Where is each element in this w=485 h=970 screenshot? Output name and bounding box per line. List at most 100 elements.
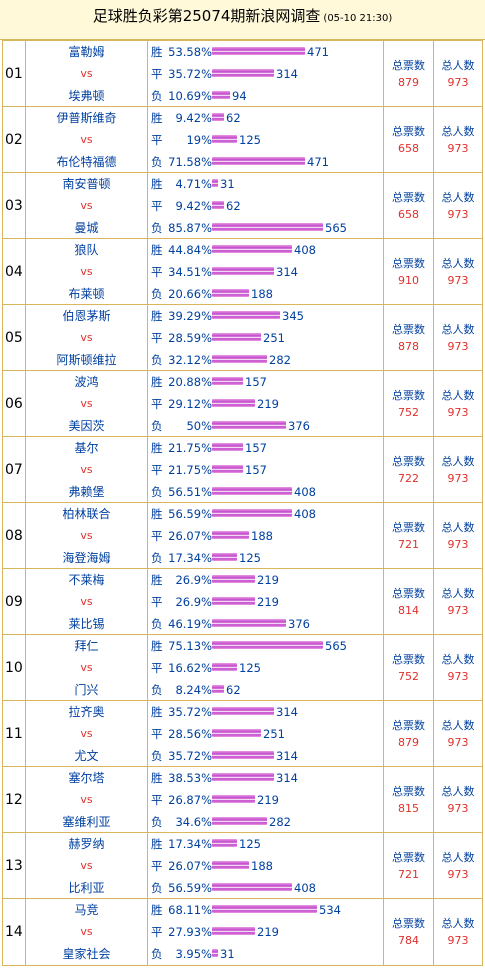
total-votes-label: 总票数 xyxy=(392,850,425,864)
vote-distribution: 胜 44.84% 408 平 34.51% 314 负 20.66% 188 xyxy=(148,239,384,304)
odds-line-lose: 负 56.51% 408 xyxy=(148,481,383,503)
vote-count: 157 xyxy=(245,375,267,389)
match-row: 02 伊普斯维奇 vs 布伦特福德 胜 9.42% 62 平 19% 125 负 71.58% 471 总… xyxy=(3,107,482,173)
vote-bar xyxy=(212,641,323,649)
total-votes-value: 784 xyxy=(398,934,419,947)
odds-percent: 39.29% xyxy=(168,309,212,323)
odds-label: 平 xyxy=(151,793,163,807)
vote-count: 408 xyxy=(294,485,316,499)
match-number: 14 xyxy=(3,899,26,965)
match-number: 08 xyxy=(3,503,26,568)
total-votes-value: 815 xyxy=(398,801,419,815)
vote-bar xyxy=(212,443,243,451)
vs-label: vs xyxy=(80,661,93,674)
vote-count: 251 xyxy=(263,331,285,345)
vote-bar xyxy=(212,663,237,671)
total-people-cell: 总人数 973 xyxy=(434,767,482,832)
match-teams: 伯恩茅斯 vs 阿斯顿维拉 xyxy=(26,305,148,370)
odds-line-win: 胜 39.29% 345 xyxy=(148,305,383,327)
total-votes-label: 总票数 xyxy=(392,520,425,534)
vote-bar xyxy=(212,289,249,297)
odds-line-win: 胜 4.71% 31 xyxy=(148,173,383,195)
total-people-value: 973 xyxy=(447,75,469,89)
vote-bar xyxy=(212,575,255,583)
odds-line-draw: 平 26.87% 219 xyxy=(148,789,383,811)
match-row: 01 富勒姆 vs 埃弗顿 胜 53.58% 471 平 35.72% 314 负 10.69% 94 总… xyxy=(3,41,482,107)
total-people-label: 总人数 xyxy=(441,58,475,72)
odds-line-lose: 负 8.24% 62 xyxy=(148,679,383,701)
vote-bar xyxy=(212,333,261,341)
odds-percent: 21.75% xyxy=(168,441,212,455)
match-row: 12 塞尔塔 vs 塞维利亚 胜 38.53% 314 平 26.87% 219 负 34.6% 282… xyxy=(3,767,482,833)
vote-count: 125 xyxy=(239,551,261,565)
odds-percent: 4.71% xyxy=(175,177,212,191)
vote-distribution: 胜 4.71% 31 平 9.42% 62 负 85.87% 565 xyxy=(148,173,384,238)
match-row: 05 伯恩茅斯 vs 阿斯顿维拉 胜 39.29% 345 平 28.59% 251 负 32.12%… xyxy=(3,305,482,371)
match-number: 01 xyxy=(3,41,26,106)
total-votes-cell: 总票数 815 xyxy=(384,767,434,832)
odds-percent: 71.58% xyxy=(168,155,212,169)
total-votes-label: 总票数 xyxy=(392,784,425,798)
home-team: 基尔 xyxy=(74,441,99,455)
odds-label: 平 xyxy=(151,595,163,609)
odds-line-win: 胜 56.59% 408 xyxy=(148,503,383,525)
odds-percent: 34.6% xyxy=(175,815,212,829)
match-number: 10 xyxy=(3,635,26,700)
odds-line-draw: 平 9.42% 62 xyxy=(148,195,383,217)
match-number: 11 xyxy=(3,701,26,766)
odds-percent: 26.07% xyxy=(168,859,212,873)
total-votes-label: 总票数 xyxy=(392,718,425,732)
match-teams: 拉齐奥 vs 尤文 xyxy=(26,701,148,766)
vote-count: 408 xyxy=(294,881,316,895)
total-votes-cell: 总票数 752 xyxy=(384,371,434,436)
vote-count: 31 xyxy=(220,947,235,961)
vote-distribution: 胜 53.58% 471 平 35.72% 314 负 10.69% 94 xyxy=(148,41,384,106)
match-row: 10 拜仁 vs 门兴 胜 75.13% 565 平 16.62% 125 负 8.24% 62 总票数 7… xyxy=(3,635,482,701)
away-team: 尤文 xyxy=(74,749,99,763)
total-votes-value: 658 xyxy=(398,207,419,221)
survey-datetime: (05-10 21:30) xyxy=(323,13,393,24)
odds-line-lose: 负 50% 376 xyxy=(148,415,383,437)
total-people-label: 总人数 xyxy=(441,388,475,402)
vs-label: vs xyxy=(80,67,93,80)
odds-label: 平 xyxy=(151,727,163,741)
odds-percent: 35.72% xyxy=(168,67,212,81)
odds-label: 胜 xyxy=(151,639,163,653)
odds-line-win: 胜 38.53% 314 xyxy=(148,767,383,789)
odds-line-lose: 负 3.95% 31 xyxy=(148,943,383,965)
odds-label: 胜 xyxy=(151,111,163,125)
total-people-label: 总人数 xyxy=(441,454,475,468)
odds-line-lose: 负 71.58% 471 xyxy=(148,151,383,173)
vote-bar xyxy=(212,355,267,363)
vote-bar xyxy=(212,707,274,715)
odds-label: 负 xyxy=(151,749,163,763)
match-row: 14 马竞 vs 皇家社会 胜 68.11% 534 平 27.93% 219 负 3.95% 31 总票… xyxy=(3,899,482,965)
vote-count: 408 xyxy=(294,243,316,257)
vote-distribution: 胜 9.42% 62 平 19% 125 负 71.58% 471 xyxy=(148,107,384,172)
odds-label: 胜 xyxy=(151,177,163,191)
away-team: 塞维利亚 xyxy=(62,815,111,829)
total-people-cell: 总人数 973 xyxy=(434,569,482,634)
vote-count: 125 xyxy=(239,837,261,851)
total-votes-cell: 总票数 879 xyxy=(384,41,434,106)
vote-distribution: 胜 39.29% 345 平 28.59% 251 负 32.12% 282 xyxy=(148,305,384,370)
away-team: 埃弗顿 xyxy=(68,89,105,103)
vote-bar xyxy=(212,949,218,957)
match-number: 09 xyxy=(3,569,26,634)
total-people-cell: 总人数 973 xyxy=(434,899,482,965)
total-votes-label: 总票数 xyxy=(392,58,425,72)
match-number: 06 xyxy=(3,371,26,436)
total-people-value: 973 xyxy=(447,934,469,947)
home-team: 柏林联合 xyxy=(62,507,111,521)
vote-distribution: 胜 17.34% 125 平 26.07% 188 负 56.59% 408 xyxy=(148,833,384,898)
odds-label: 胜 xyxy=(151,771,163,785)
total-people-value: 973 xyxy=(447,735,469,749)
match-teams: 赫罗纳 vs 比利亚 xyxy=(26,833,148,898)
total-people-cell: 总人数 973 xyxy=(434,503,482,568)
odds-label: 胜 xyxy=(151,705,163,719)
total-votes-cell: 总票数 721 xyxy=(384,503,434,568)
vote-bar xyxy=(212,377,243,385)
total-votes-label: 总票数 xyxy=(392,322,425,336)
total-votes-value: 752 xyxy=(398,669,419,683)
